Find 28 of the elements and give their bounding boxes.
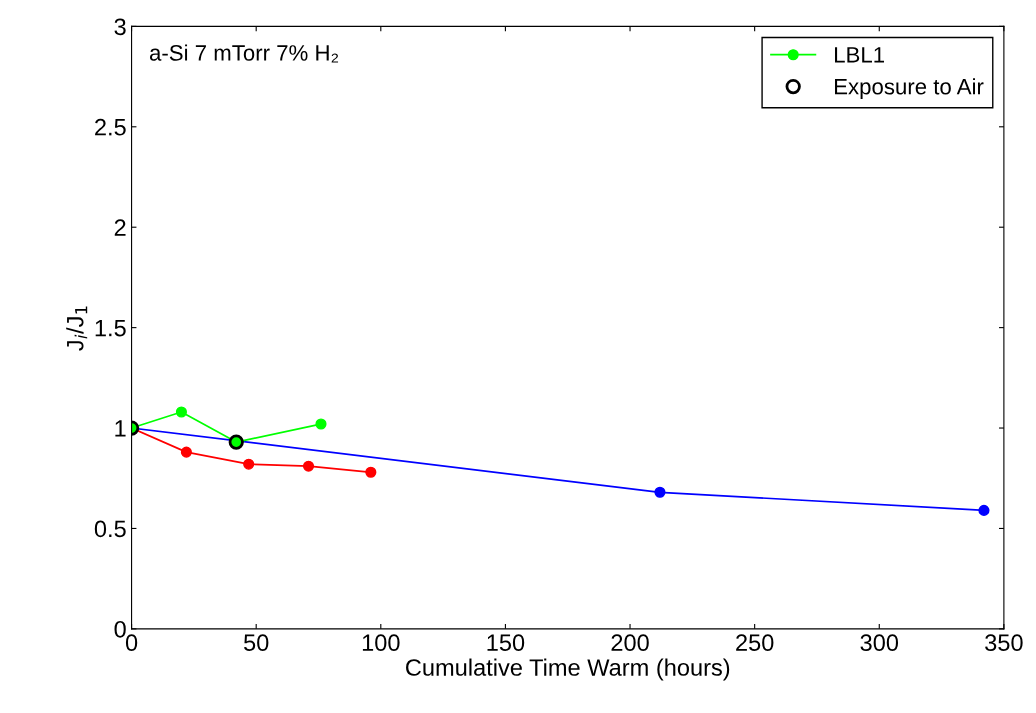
- x-tick-label: 250: [736, 634, 774, 652]
- y-tick-label: 2.5: [95, 118, 126, 136]
- point: [654, 486, 666, 498]
- x-tick-label: 200: [611, 634, 649, 652]
- legend-label: Exposure to Air: [835, 78, 984, 99]
- x-tick-label: 0: [125, 634, 138, 652]
- point: [978, 504, 990, 516]
- y-tick-label: 0.5: [94, 520, 126, 538]
- point: [175, 406, 187, 418]
- legend-label: LBL1: [835, 47, 885, 63]
- y-tick-label: 1.5: [95, 319, 126, 337]
- x-tick-label: 100: [362, 634, 400, 652]
- y-axis-title: J$_{i}$/J$_{1}$: [66, 306, 88, 351]
- point: [302, 460, 315, 472]
- y-tick-label: 0: [114, 620, 126, 638]
- point: [315, 418, 327, 430]
- point: [180, 446, 192, 458]
- annotation: a-Si 7 mTorr 7% H₂: [149, 44, 339, 63]
- x-tick-label: 300: [860, 634, 899, 652]
- x-axis-title: Cumulative Time Warm (hours): [406, 658, 730, 681]
- y-tick-label: 3: [114, 18, 126, 36]
- y-tick-label: 1: [115, 420, 126, 437]
- x-tick-label: 350: [985, 634, 1023, 652]
- x-tick-label: 150: [487, 634, 525, 652]
- point: [365, 466, 377, 478]
- y-tick-label: 2: [114, 219, 126, 236]
- x-tick-label: 50: [244, 634, 269, 652]
- point: [243, 458, 255, 470]
